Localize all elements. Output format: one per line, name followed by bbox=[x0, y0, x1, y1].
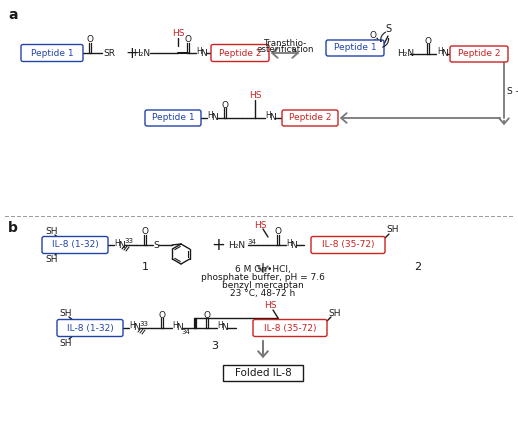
Text: Peptide 2: Peptide 2 bbox=[289, 113, 331, 123]
Text: 2: 2 bbox=[414, 262, 422, 272]
Text: SH: SH bbox=[46, 254, 58, 264]
Text: Folded IL-8: Folded IL-8 bbox=[235, 368, 291, 378]
Text: phosphate buffer, pH = 7.6: phosphate buffer, pH = 7.6 bbox=[201, 273, 325, 282]
Text: N: N bbox=[118, 240, 125, 250]
Text: N: N bbox=[176, 324, 183, 332]
Text: IL-8 (35-72): IL-8 (35-72) bbox=[322, 240, 374, 250]
Text: O: O bbox=[424, 36, 431, 46]
FancyBboxPatch shape bbox=[282, 110, 338, 126]
Text: benzyl mercaptan: benzyl mercaptan bbox=[222, 281, 304, 290]
FancyBboxPatch shape bbox=[57, 319, 123, 336]
Text: SH: SH bbox=[387, 226, 399, 234]
Text: H: H bbox=[265, 112, 271, 120]
Text: H₂N: H₂N bbox=[133, 49, 150, 57]
Text: H: H bbox=[286, 239, 292, 247]
FancyBboxPatch shape bbox=[326, 40, 384, 56]
Text: Peptide 1: Peptide 1 bbox=[152, 113, 194, 123]
FancyBboxPatch shape bbox=[450, 46, 508, 62]
Text: N: N bbox=[221, 324, 228, 332]
Text: IL-8 (1-32): IL-8 (1-32) bbox=[67, 324, 113, 332]
Text: S: S bbox=[385, 24, 391, 34]
FancyBboxPatch shape bbox=[253, 319, 327, 336]
FancyArrowPatch shape bbox=[383, 39, 389, 47]
Text: +: + bbox=[126, 46, 138, 60]
Text: HS: HS bbox=[249, 92, 261, 100]
Text: 23 °C, 48-72 h: 23 °C, 48-72 h bbox=[231, 289, 296, 298]
FancyBboxPatch shape bbox=[42, 237, 108, 254]
Text: HS: HS bbox=[264, 301, 276, 311]
Text: N: N bbox=[200, 49, 207, 57]
Text: H: H bbox=[172, 321, 178, 331]
Text: H: H bbox=[207, 112, 213, 120]
Text: H₂N: H₂N bbox=[228, 240, 245, 250]
Bar bbox=[223, 365, 303, 381]
Text: b: b bbox=[8, 221, 18, 235]
Text: O: O bbox=[204, 311, 210, 319]
Text: 6 M Gn•HCl,: 6 M Gn•HCl, bbox=[235, 265, 291, 274]
Text: SH: SH bbox=[46, 226, 58, 236]
FancyBboxPatch shape bbox=[211, 45, 269, 61]
Text: 33: 33 bbox=[124, 238, 133, 244]
Text: 33: 33 bbox=[139, 321, 148, 327]
Text: H: H bbox=[114, 239, 120, 247]
Text: H: H bbox=[129, 321, 135, 331]
Text: O: O bbox=[275, 227, 281, 237]
Text: HS: HS bbox=[172, 29, 184, 39]
Text: H: H bbox=[437, 47, 443, 57]
Text: S → N acyl shift: S → N acyl shift bbox=[507, 86, 518, 95]
FancyBboxPatch shape bbox=[21, 45, 83, 61]
Text: Peptide 2: Peptide 2 bbox=[219, 49, 261, 57]
Text: N: N bbox=[441, 49, 448, 59]
FancyArrowPatch shape bbox=[381, 32, 385, 42]
Text: +: + bbox=[211, 236, 225, 254]
Text: N: N bbox=[211, 113, 218, 123]
Text: SR: SR bbox=[103, 49, 115, 57]
Text: 1: 1 bbox=[141, 262, 149, 272]
Text: IL-8 (35-72): IL-8 (35-72) bbox=[264, 324, 316, 332]
Text: O: O bbox=[222, 100, 228, 110]
Text: H: H bbox=[217, 321, 223, 331]
Text: O: O bbox=[184, 35, 192, 45]
Text: O: O bbox=[159, 311, 165, 319]
Text: S: S bbox=[153, 240, 159, 250]
Text: O: O bbox=[141, 227, 149, 237]
Text: SH: SH bbox=[60, 308, 72, 318]
Text: HS: HS bbox=[254, 220, 266, 230]
Text: N: N bbox=[290, 240, 297, 250]
Text: N: N bbox=[133, 324, 140, 332]
Text: O: O bbox=[87, 35, 94, 45]
Text: a: a bbox=[8, 8, 18, 22]
Text: 34: 34 bbox=[181, 329, 190, 335]
Text: Peptide 1: Peptide 1 bbox=[334, 43, 376, 53]
Text: O: O bbox=[369, 32, 377, 40]
Text: H₂N: H₂N bbox=[397, 49, 414, 59]
Text: esterification: esterification bbox=[256, 46, 314, 54]
Text: SH: SH bbox=[329, 308, 341, 318]
Text: SH: SH bbox=[60, 339, 72, 347]
FancyBboxPatch shape bbox=[311, 237, 385, 254]
Text: H: H bbox=[196, 46, 202, 56]
Text: Peptide 2: Peptide 2 bbox=[458, 49, 500, 59]
Text: N: N bbox=[269, 113, 276, 123]
Text: Transthio-: Transthio- bbox=[263, 39, 307, 49]
Text: 34: 34 bbox=[247, 239, 256, 245]
Text: Peptide 1: Peptide 1 bbox=[31, 49, 74, 57]
FancyBboxPatch shape bbox=[145, 110, 201, 126]
Text: IL-8 (1-32): IL-8 (1-32) bbox=[52, 240, 98, 250]
Text: 3: 3 bbox=[211, 341, 219, 351]
